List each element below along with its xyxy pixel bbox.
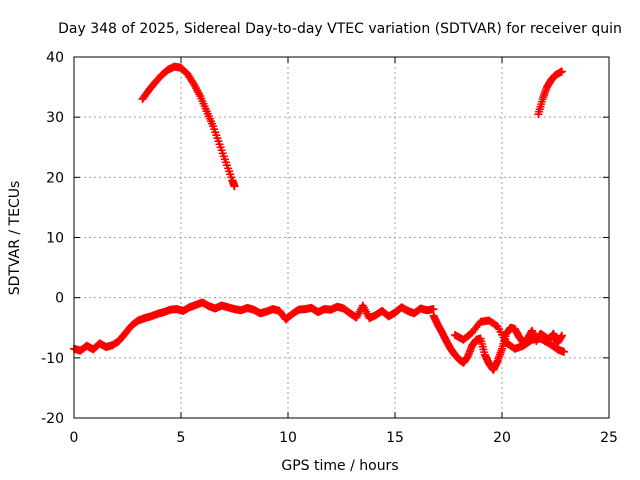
x-tick-label: 5 — [177, 430, 186, 446]
y-tick-label: 40 — [46, 50, 64, 66]
x-tick-label: 15 — [386, 430, 404, 446]
y-tick-label: -20 — [41, 411, 64, 427]
data-layer — [70, 62, 569, 374]
series-arc-1 — [138, 62, 239, 191]
y-tick-label: 20 — [46, 170, 64, 186]
y-tick-label: 30 — [46, 110, 64, 126]
y-tick-label: 0 — [55, 291, 64, 307]
series-arc-5 — [450, 316, 569, 356]
y-tick-label: -10 — [41, 351, 64, 367]
x-tick-label: 25 — [600, 430, 618, 446]
x-tick-label: 10 — [279, 430, 297, 446]
grid-layer — [74, 57, 609, 418]
tick-layer: 0 5 10 15 20 25 -20 -10 0 10 20 30 40 — [41, 50, 618, 446]
series-arc-2 — [534, 67, 566, 119]
plot-frame — [73, 56, 610, 419]
y-tick-label: 10 — [46, 231, 64, 247]
chart-title: Day 348 of 2025, Sidereal Day-to-day VTE… — [58, 21, 622, 37]
x-axis-label: GPS time / hours — [281, 458, 398, 474]
data-point — [557, 331, 566, 340]
data-point — [230, 182, 239, 191]
series-arc-3 — [70, 298, 438, 355]
data-point — [560, 347, 569, 356]
y-axis-label: SDTVAR / TECUs — [7, 181, 23, 296]
data-point — [557, 67, 566, 76]
x-tick-label: 0 — [70, 430, 79, 446]
x-tick-label: 20 — [493, 430, 511, 446]
